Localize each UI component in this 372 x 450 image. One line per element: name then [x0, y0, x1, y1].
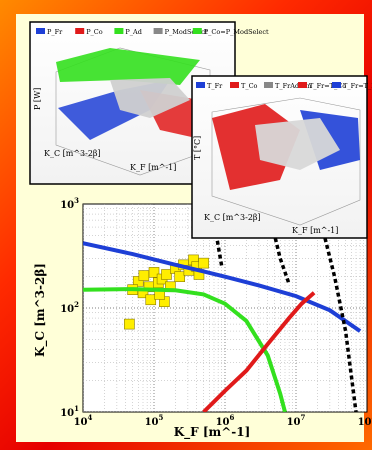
legend-swatch [153, 28, 163, 34]
data-point [161, 269, 172, 280]
legend-label: T_Co [241, 82, 258, 90]
tick-label: 105 [145, 413, 164, 428]
tick-label: 108 [358, 413, 372, 428]
inset-temperature-surface: T_Fr T_Co T_FrAdminT_Fr=T_CoT_Fr=T_FrAdmin… [191, 75, 372, 239]
legend-swatch [298, 82, 307, 88]
data-point [145, 294, 157, 306]
legend-label: P_ModSelect [165, 28, 208, 36]
series-line-2 [83, 287, 287, 412]
data-point [174, 271, 185, 282]
legend-label: P_Co=P_ModSelect [204, 28, 269, 36]
inset2-ylabel: K_F [m^-1] [292, 226, 338, 235]
y-axis-label: K_C [m^3-2β] [33, 263, 48, 357]
surface-gray [110, 78, 190, 118]
legend-label: T_Fr=T_FrAdmin [343, 82, 372, 90]
surface-gray-2 [255, 118, 340, 170]
legend-swatch [230, 82, 239, 88]
legend-swatch [114, 28, 124, 34]
data-point [198, 257, 209, 269]
tick-label: 102 [60, 300, 79, 315]
legend-swatch [75, 28, 85, 34]
tick-label: 106 [216, 413, 235, 428]
inset1-ylabel: K_F [m^-1] [130, 163, 176, 172]
legend-label: T_Fr [207, 82, 223, 90]
legend-swatch [332, 82, 341, 88]
data-point [138, 270, 150, 281]
series-line-1 [83, 241, 362, 333]
legend-label: P_Ad [125, 28, 141, 36]
legend-label: T_FrAdmin [275, 82, 312, 90]
inset2-xlabel: K_C [m^3-2β] [204, 213, 261, 222]
inset2-zlabel: T [°C] [193, 136, 202, 160]
x-axis-label: K_F [m^-1] [174, 425, 251, 440]
legend-swatch [36, 28, 45, 34]
inset1-xlabel: K_C [m^3-2β] [44, 149, 101, 158]
tick-label: 104 [74, 413, 93, 428]
tick-label: 107 [287, 413, 306, 428]
axis-ticks: 104 105 106 107 108 101 102 103 [60, 196, 372, 428]
data-point [124, 318, 135, 330]
legend-label: P_Fr [47, 28, 63, 36]
data-point [132, 276, 144, 287]
legend-label: T_Fr=T_Co [309, 82, 346, 90]
series-line-3 [202, 291, 316, 412]
legend-swatch [196, 82, 205, 88]
legend-swatch [264, 82, 273, 88]
surface-green [56, 48, 200, 85]
tick-label: 103 [60, 196, 79, 211]
legend-label: P_Co [86, 28, 103, 36]
data-point [148, 267, 160, 278]
legend-swatch [192, 28, 202, 34]
tick-label: 101 [60, 404, 79, 419]
inset1-zlabel: P [W] [33, 88, 42, 110]
